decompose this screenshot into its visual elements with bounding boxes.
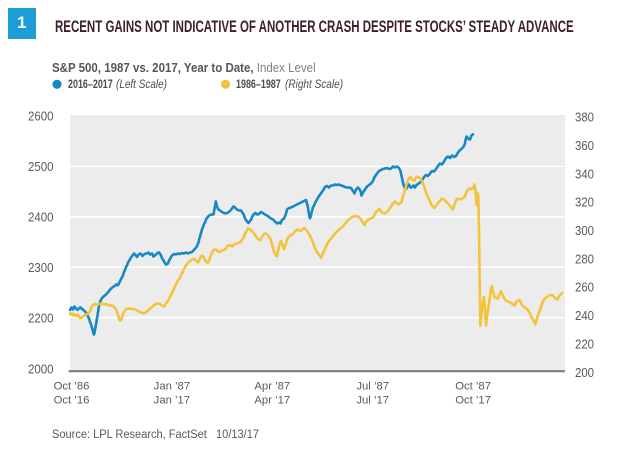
svg-text:2600: 2600: [28, 109, 54, 124]
svg-text:340: 340: [575, 166, 594, 181]
svg-text:220: 220: [575, 336, 594, 351]
svg-text:320: 320: [575, 195, 594, 210]
svg-text:Oct ’16: Oct ’16: [54, 395, 90, 407]
svg-text:380: 380: [575, 110, 594, 125]
svg-text:Jan ’17: Jan ’17: [154, 395, 190, 407]
svg-text:260: 260: [575, 280, 594, 295]
svg-text:2500: 2500: [28, 159, 54, 174]
svg-text:360: 360: [575, 138, 594, 153]
svg-text:Apr ’17: Apr ’17: [254, 395, 290, 407]
svg-text:Jul ’87: Jul ’87: [356, 381, 389, 393]
svg-text:280: 280: [575, 251, 594, 266]
svg-text:Oct ’86: Oct ’86: [54, 381, 90, 393]
svg-text:Oct ’17: Oct ’17: [455, 395, 491, 407]
svg-text:300: 300: [575, 223, 594, 238]
svg-text:Jan ’87: Jan ’87: [154, 381, 190, 393]
svg-text:Oct ’87: Oct ’87: [455, 381, 491, 393]
svg-text:2300: 2300: [28, 260, 54, 275]
svg-text:Apr ’87: Apr ’87: [254, 381, 290, 393]
svg-text:240: 240: [575, 308, 594, 323]
svg-text:Jul ’17: Jul ’17: [356, 395, 389, 407]
svg-text:200: 200: [575, 365, 594, 380]
svg-text:2000: 2000: [28, 362, 54, 377]
svg-text:2400: 2400: [28, 210, 54, 225]
svg-text:2200: 2200: [28, 311, 54, 326]
